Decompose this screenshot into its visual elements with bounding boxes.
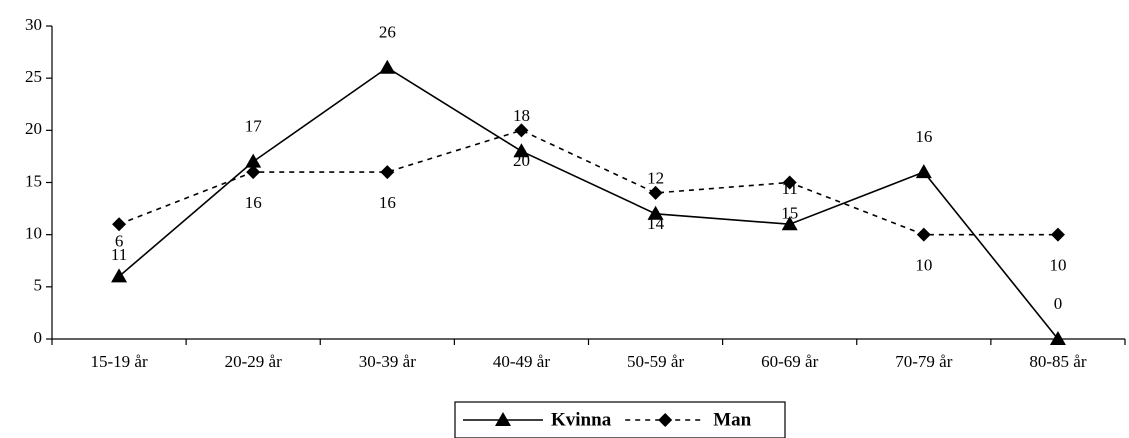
data-label: 17	[245, 117, 263, 136]
data-label: 26	[379, 23, 396, 42]
x-tick-label: 70-79 år	[895, 352, 952, 371]
marker	[1050, 227, 1065, 242]
marker	[1049, 331, 1066, 345]
marker	[647, 205, 664, 220]
data-label: 16	[915, 127, 932, 146]
data-label: 10	[915, 256, 932, 275]
y-tick-label: 30	[25, 15, 42, 34]
marker	[782, 175, 797, 190]
legend-label: Man	[713, 409, 751, 430]
marker	[495, 412, 511, 426]
marker	[246, 165, 261, 180]
data-label: 0	[1054, 294, 1063, 313]
x-tick-label: 50-59 år	[627, 352, 684, 371]
y-tick-label: 10	[25, 224, 42, 243]
marker	[111, 268, 128, 283]
line	[118, 129, 1058, 236]
y-tick-label: 0	[34, 328, 43, 347]
x-tick-label: 20-29 år	[225, 352, 282, 371]
marker	[915, 164, 932, 179]
x-tick-label: 80-85 år	[1029, 352, 1086, 371]
data-label: 18	[513, 106, 530, 125]
marker	[245, 153, 262, 168]
legend-label: Kvinna	[551, 409, 612, 430]
legend: Kvinna Man	[454, 401, 786, 438]
x-tick-label: 40-49 år	[493, 352, 550, 371]
marker	[658, 413, 673, 427]
x-tick-label: 15-19 år	[91, 352, 148, 371]
marker	[514, 123, 529, 138]
y-tick-label: 20	[25, 119, 42, 138]
marker	[379, 59, 396, 74]
y-tick-label: 5	[34, 276, 43, 295]
data-label: 6	[115, 231, 124, 250]
y-tick-label: 25	[25, 67, 42, 86]
marker	[513, 143, 530, 158]
data-label: 15	[781, 203, 798, 222]
data-label: 12	[647, 169, 664, 188]
x-tick-label: 60-69 år	[761, 352, 818, 371]
line	[118, 66, 1059, 340]
marker	[648, 185, 663, 200]
data-label: 14	[647, 214, 665, 233]
data-label: 11	[111, 245, 127, 264]
x-tick-label: 30-39 år	[359, 352, 416, 371]
marker	[112, 217, 127, 232]
data-label: 20	[513, 151, 530, 170]
marker	[916, 227, 931, 242]
data-label: 16	[379, 193, 396, 212]
data-label: 16	[245, 193, 262, 212]
marker	[380, 165, 395, 180]
data-label: 10	[1049, 256, 1066, 275]
y-tick-label: 15	[25, 171, 42, 190]
marker	[781, 216, 798, 231]
